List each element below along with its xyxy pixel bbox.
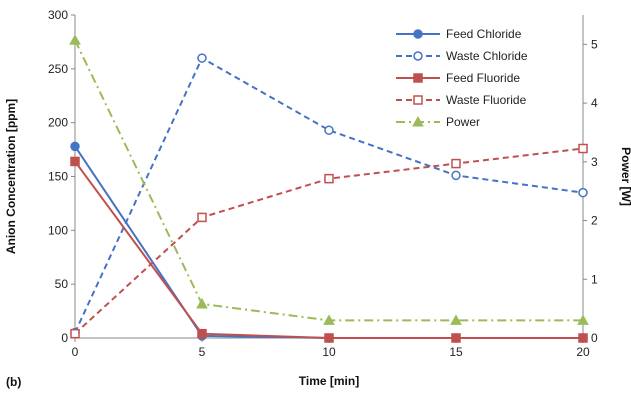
legend-label: Feed Fluoride — [446, 71, 520, 85]
data-point — [196, 297, 208, 309]
legend-item: Feed Chloride — [396, 27, 522, 41]
y-right-tick-label: 5 — [591, 37, 598, 51]
data-point — [70, 328, 80, 339]
data-point — [197, 212, 207, 223]
legend-marker — [413, 51, 423, 61]
x-tick-label: 15 — [449, 345, 463, 359]
legend-item: Waste Fluoride — [396, 93, 527, 107]
panel-label: (b) — [6, 375, 21, 389]
series-layer — [69, 34, 589, 343]
data-point — [324, 173, 334, 184]
x-tick-label: 0 — [72, 345, 79, 359]
legend-item: Waste Chloride — [396, 49, 528, 63]
y-right-tick-label: 1 — [591, 272, 598, 286]
x-tick-label: 5 — [199, 345, 206, 359]
legend: Feed Chloride Waste Chloride Feed Fluoride… — [396, 27, 528, 129]
series-line — [74, 160, 583, 339]
legend-label: Waste Chloride — [446, 49, 528, 63]
y-left-tick-label: 300 — [48, 8, 68, 22]
series-line — [74, 56, 584, 334]
data-point — [578, 333, 588, 343]
y-left-tick-label: 250 — [48, 62, 68, 76]
data-point — [451, 170, 461, 181]
y-axis-left-title: Anion Concentration [ppm] — [4, 99, 18, 254]
data-point — [577, 314, 589, 325]
data-point — [451, 333, 461, 343]
data-point — [197, 53, 207, 63]
y-axis-right-title: Power [W] — [619, 147, 631, 206]
data-point — [324, 333, 334, 343]
series-feed-chloride — [70, 141, 588, 343]
data-point — [69, 34, 81, 45]
y-left-tick-label: 200 — [48, 116, 68, 130]
data-point — [450, 314, 462, 325]
y-right-tick-label: 4 — [591, 96, 598, 110]
data-point — [323, 314, 335, 325]
legend-label: Power — [446, 115, 480, 129]
legend-label: Waste Fluoride — [446, 93, 527, 107]
y-right-tick-label: 2 — [591, 214, 598, 228]
y-left-tick-label: 100 — [48, 223, 68, 237]
y-left-tick-label: 0 — [61, 331, 68, 345]
data-point — [70, 141, 80, 152]
legend-marker — [413, 73, 423, 83]
x-tick-label: 20 — [576, 345, 590, 359]
y-left-tick-label: 50 — [55, 277, 69, 291]
y-right-tick-label: 3 — [591, 155, 598, 169]
legend-item: Power — [396, 115, 480, 129]
x-axis-title: Time [min] — [299, 374, 359, 388]
series-feed-fluoride — [70, 156, 588, 343]
data-point — [451, 158, 461, 169]
x-tick-label: 10 — [322, 345, 336, 359]
data-point — [578, 143, 588, 154]
data-point — [578, 187, 588, 198]
data-point — [324, 125, 334, 135]
legend-marker — [413, 29, 423, 39]
data-point — [70, 156, 80, 167]
series-power — [69, 34, 589, 325]
legend-marker — [412, 115, 424, 127]
legend-marker — [413, 95, 423, 105]
data-point — [197, 328, 207, 339]
y-left-tick-label: 150 — [48, 170, 68, 184]
legend-label: Feed Chloride — [446, 27, 522, 41]
legend-item: Feed Fluoride — [396, 71, 520, 85]
series-waste-fluoride — [70, 143, 588, 339]
y-right-tick-label: 0 — [591, 331, 598, 345]
